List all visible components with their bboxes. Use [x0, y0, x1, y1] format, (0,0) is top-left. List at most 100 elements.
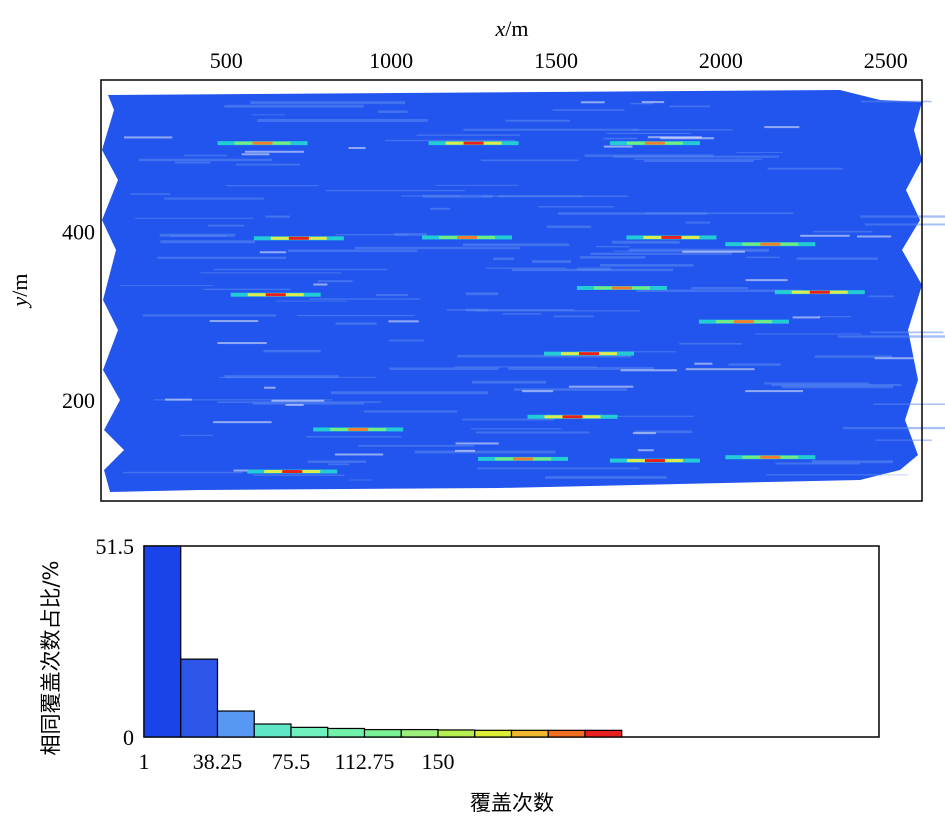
gap-streak [165, 398, 192, 401]
x-axis-label: x/m [495, 16, 529, 41]
gap-streak [244, 150, 304, 153]
gap-streak [209, 320, 259, 323]
gap-streak [685, 368, 755, 371]
texture-streak [817, 315, 852, 318]
texture-streak [482, 195, 628, 198]
texture-streak [875, 439, 932, 441]
texture-streak [764, 382, 869, 385]
texture-streak [644, 160, 754, 163]
histogram-bar [584, 729, 623, 738]
texture-streak [552, 109, 625, 111]
gap-streak [285, 403, 304, 406]
texture-streak [771, 383, 902, 387]
texture-streak [611, 240, 680, 244]
x-tick-label: 1500 [534, 48, 578, 73]
heatmap-chart: x/m 500 1000 1500 2000 2500 400 200 y/m [7, 16, 945, 502]
texture-streak [812, 230, 873, 233]
y-tick-labels: 400 200 [62, 220, 107, 413]
x-tick-label: 1000 [369, 48, 413, 73]
x-tick-label: 2500 [864, 48, 908, 73]
texture-streak [599, 263, 694, 267]
texture-streak [513, 388, 628, 391]
gap-streak [213, 421, 272, 424]
histogram-y-tick-label: 0 [123, 725, 134, 750]
texture-streak [175, 161, 211, 164]
hotspot-streak [313, 427, 404, 432]
histogram-frame [143, 545, 880, 738]
texture-streak [257, 119, 428, 122]
texture-streak [636, 289, 802, 292]
texture-streak [645, 212, 794, 215]
histogram-x-tick-label: 75.5 [272, 749, 311, 774]
hotspot-streak [527, 414, 618, 419]
texture-streak [545, 476, 667, 479]
texture-streak [860, 215, 945, 218]
texture-streak [472, 380, 547, 384]
texture-streak [669, 105, 711, 108]
texture-streak [613, 155, 780, 158]
texture-streak [502, 313, 541, 315]
x-tick-label: 500 [210, 48, 243, 73]
hotspot-streak [217, 141, 308, 146]
texture-streak [164, 197, 264, 200]
gap-streak [271, 399, 325, 402]
coverage-field [102, 90, 922, 492]
histogram-bars [143, 545, 623, 738]
texture-streak [335, 234, 407, 236]
texture-streak [454, 366, 598, 368]
texture-streak [606, 132, 692, 135]
gap-streak [694, 362, 713, 365]
texture-streak [416, 134, 520, 136]
texture-streak [590, 252, 732, 255]
gap-streak [792, 316, 821, 319]
gap-streak [124, 136, 173, 139]
texture-streak [492, 257, 515, 261]
texture-streak [736, 151, 783, 153]
texture-streak [335, 322, 377, 325]
gap-streak [660, 137, 715, 140]
texture-streak [130, 193, 171, 195]
texture-streak [633, 158, 763, 160]
texture-streak [120, 285, 214, 287]
texture-streak [307, 460, 366, 463]
histogram-bar [547, 729, 586, 738]
texture-streak [430, 207, 451, 210]
texture-streak [183, 154, 228, 157]
y-tick-label: 400 [62, 220, 95, 245]
gap-streak [233, 469, 249, 472]
histogram-bar [437, 729, 476, 738]
texture-streak [180, 434, 214, 436]
texture-streak [265, 215, 291, 218]
texture-streak [781, 385, 893, 389]
texture-streak [153, 399, 333, 401]
texture-streak [603, 137, 638, 140]
texture-streak [546, 225, 592, 229]
gap-streak [874, 357, 941, 360]
texture-streak [330, 391, 489, 395]
plot-frame [100, 79, 923, 502]
hotspot-streak [576, 285, 667, 290]
texture-streak [691, 286, 749, 290]
texture-streak [811, 460, 893, 464]
texture-streak [263, 349, 321, 353]
texture-streak [252, 402, 365, 405]
hotspot-streak [428, 141, 519, 146]
x-tick-label: 2000 [699, 48, 743, 73]
gap-streak [313, 283, 328, 286]
texture-streak [477, 467, 640, 470]
gap-streak [764, 126, 800, 129]
texture-streak [685, 221, 711, 224]
texture-streak [224, 104, 364, 108]
gap-streak [334, 453, 384, 456]
texture-streak [508, 367, 655, 370]
texture-streak [470, 428, 562, 430]
texture-streak [122, 471, 243, 474]
texture-streak [457, 354, 632, 358]
texture-streak [475, 310, 640, 312]
texture-streak [775, 462, 861, 465]
texture-streak [630, 102, 654, 105]
histogram-y-tick-labels: 51.50 [96, 534, 135, 750]
histogram-y-label: 相同覆盖次数占比/% [39, 560, 63, 755]
texture-streak [462, 418, 555, 421]
texture-streak [139, 158, 273, 162]
